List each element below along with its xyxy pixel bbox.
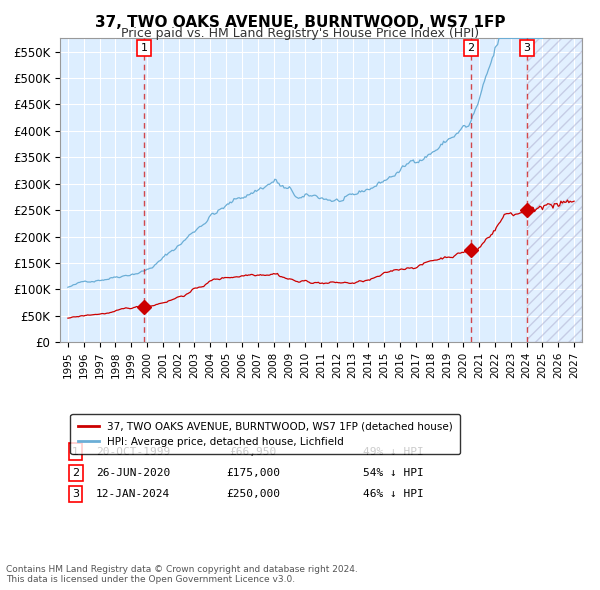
Text: 26-JUN-2020: 26-JUN-2020: [96, 468, 170, 478]
Text: 20-OCT-1999: 20-OCT-1999: [96, 447, 170, 457]
Text: 3: 3: [72, 489, 79, 499]
Text: Contains HM Land Registry data © Crown copyright and database right 2024.
This d: Contains HM Land Registry data © Crown c…: [6, 565, 358, 584]
Text: 12-JAN-2024: 12-JAN-2024: [96, 489, 170, 499]
Legend: 37, TWO OAKS AVENUE, BURNTWOOD, WS7 1FP (detached house), HPI: Average price, de: 37, TWO OAKS AVENUE, BURNTWOOD, WS7 1FP …: [70, 414, 460, 454]
Text: 1: 1: [72, 447, 79, 457]
Text: 37, TWO OAKS AVENUE, BURNTWOOD, WS7 1FP: 37, TWO OAKS AVENUE, BURNTWOOD, WS7 1FP: [95, 15, 505, 30]
Text: 46% ↓ HPI: 46% ↓ HPI: [363, 489, 424, 499]
Text: 3: 3: [524, 43, 530, 53]
Text: 49% ↓ HPI: 49% ↓ HPI: [363, 447, 424, 457]
Text: Price paid vs. HM Land Registry's House Price Index (HPI): Price paid vs. HM Land Registry's House …: [121, 27, 479, 40]
Text: 54% ↓ HPI: 54% ↓ HPI: [363, 468, 424, 478]
Text: £250,000: £250,000: [226, 489, 280, 499]
Bar: [527, 38, 582, 342]
Text: £175,000: £175,000: [226, 468, 280, 478]
Text: £66,950: £66,950: [230, 447, 277, 457]
Text: 2: 2: [467, 43, 475, 53]
Text: 2: 2: [72, 468, 79, 478]
Text: 1: 1: [140, 43, 148, 53]
Bar: [527, 38, 582, 342]
